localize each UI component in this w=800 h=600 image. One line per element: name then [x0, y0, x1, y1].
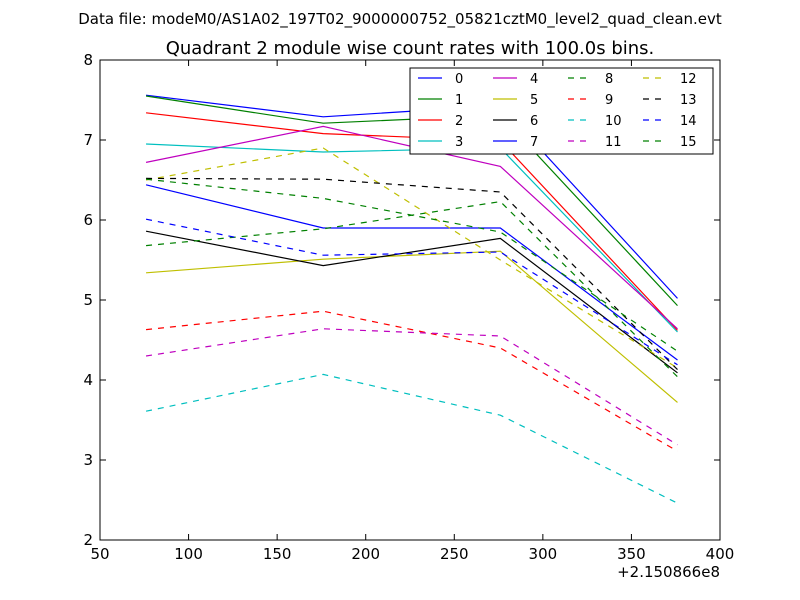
plot-lines — [145, 94, 678, 504]
series-line-15 — [145, 178, 678, 352]
x-tick-label: 100 — [174, 545, 203, 563]
series-line-12 — [145, 147, 678, 369]
x-tick-label: 200 — [351, 545, 380, 563]
legend-label-0: 0 — [455, 72, 463, 87]
x-tick-label: 150 — [263, 545, 292, 563]
legend-label-1: 1 — [455, 93, 463, 108]
legend-box — [409, 67, 714, 155]
y-tick-label: 5 — [83, 291, 93, 309]
legend-label-10: 10 — [605, 114, 622, 129]
x-tick-label: 50 — [90, 545, 109, 563]
chart-suptitle: Data file: modeM0/AS1A02_197T02_90000007… — [78, 10, 722, 29]
x-axis-offset-label: +2.150866e8 — [617, 563, 720, 581]
legend-label-9: 9 — [605, 93, 613, 108]
legend-label-7: 7 — [530, 135, 538, 150]
x-tick-label: 250 — [440, 545, 469, 563]
x-axis: 50 100 150 200 250 300 350 400 — [90, 60, 734, 563]
x-tick-label: 400 — [706, 545, 735, 563]
series-line-11 — [145, 328, 678, 446]
legend-label-8: 8 — [605, 72, 613, 87]
legend-label-15: 15 — [680, 135, 697, 150]
series-line-10 — [145, 373, 678, 504]
x-tick-label: 300 — [529, 545, 558, 563]
y-tick-label: 8 — [83, 51, 93, 69]
series-line-14 — [145, 218, 678, 366]
series-line-6 — [145, 230, 678, 374]
series-line-13 — [146, 177, 678, 371]
y-axis: 2 3 4 5 6 7 8 — [83, 51, 720, 549]
legend-label-3: 3 — [455, 135, 463, 150]
series-line-3 — [146, 143, 678, 333]
legend-label-4: 4 — [530, 72, 538, 87]
y-tick-label: 7 — [83, 131, 93, 149]
chart-title: Quadrant 2 module wise count rates with … — [166, 38, 655, 59]
series-line-9 — [145, 310, 678, 452]
legend-label-12: 12 — [680, 72, 697, 87]
legend-label-2: 2 — [455, 114, 463, 129]
series-line-5 — [146, 250, 678, 403]
legend-label-13: 13 — [680, 93, 697, 108]
y-tick-label: 2 — [83, 531, 93, 549]
y-tick-label: 6 — [83, 211, 93, 229]
legend-label-14: 14 — [680, 114, 697, 129]
legend-label-5: 5 — [530, 93, 538, 108]
legend-label-6: 6 — [530, 114, 538, 129]
legend-label-11: 11 — [605, 135, 622, 150]
series-line-7 — [145, 184, 678, 361]
y-tick-label: 4 — [83, 371, 93, 389]
x-tick-label: 350 — [617, 545, 646, 563]
y-tick-label: 3 — [83, 451, 93, 469]
